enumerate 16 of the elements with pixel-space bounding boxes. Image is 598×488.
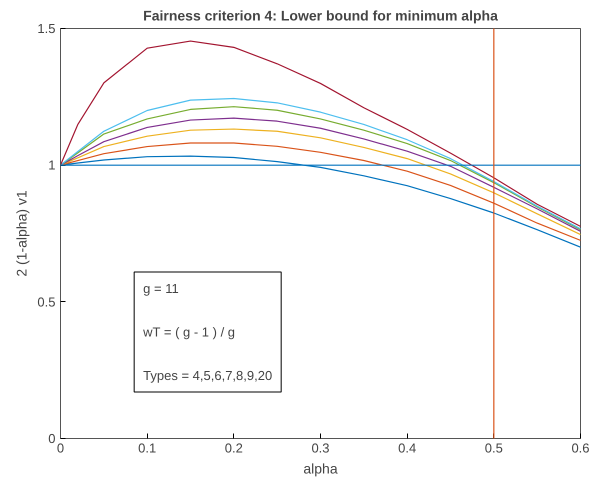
y-tick-label: 0.5 [37,294,56,310]
x-tick-label: 0.6 [571,440,590,456]
y-tick-label: 1 [48,158,56,173]
x-axis-title: alpha [303,460,338,476]
x-tick-label: 0.2 [224,440,243,456]
y-axis-title: 2 (1-alpha) v1 [13,190,30,277]
x-tick-label: 0.1 [138,440,156,456]
y-tick-label: 1.5 [37,21,56,36]
x-tick-label: 0.4 [398,440,416,456]
annotation: g = 11 [143,281,179,296]
x-tick-label: 0.5 [484,440,503,456]
x-tick-label: 0.3 [311,440,330,456]
annotation: wT = ( g - 1 ) / g [142,324,236,340]
y-tick-label: 0 [48,431,56,446]
chart-title: Fairness criterion 4: Lower bound for minimum alpha [143,8,498,24]
annotation: Types = 4,5,6,7,8,9,20 [143,368,272,384]
